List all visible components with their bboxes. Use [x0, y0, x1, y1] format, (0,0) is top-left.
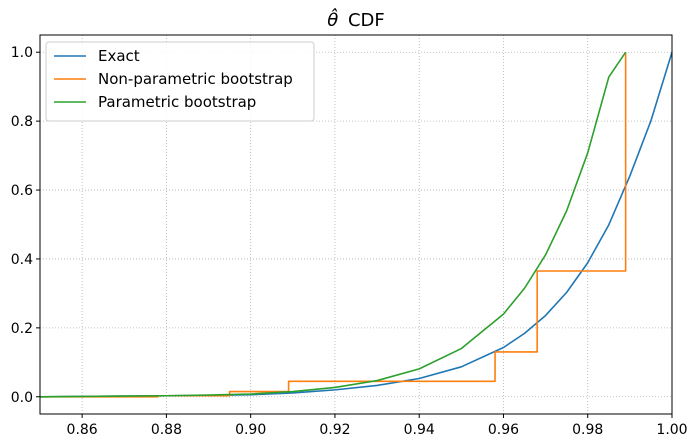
- series-line-parametric-bootstrap: [39, 51, 627, 398]
- x-tick-label: 0.98: [572, 422, 603, 438]
- x-tick-label: 0.88: [151, 422, 182, 438]
- ticks: 0.86 0.88 0.90 0.92 0.94 0.96 0.98 1.00 0.0 0.2 0.…: [11, 45, 688, 438]
- x-tick-label: 0.92: [319, 422, 350, 438]
- y-tick-label: 0.0: [11, 390, 33, 406]
- legend: Exact Non-parametric bootstrap Parametric …: [45, 41, 315, 122]
- x-tick-label: 1.00: [656, 422, 687, 438]
- legend-label: Exact: [98, 47, 140, 65]
- chart-title-symbol: θ̂: [327, 8, 338, 31]
- y-tick-label: 0.4: [11, 252, 33, 268]
- series-layer: [39, 51, 673, 398]
- y-tick-label: 0.8: [11, 114, 33, 130]
- chart-title: θ̂ CDF: [327, 8, 385, 31]
- y-tick-label: 0.2: [11, 321, 33, 337]
- legend-label: Parametric bootstrap: [98, 93, 256, 111]
- x-tick-label: 0.90: [235, 422, 266, 438]
- plot-frame: [39, 34, 673, 415]
- grid: [40, 35, 673, 414]
- x-tick-label: 0.96: [488, 422, 519, 438]
- x-tick-label: 0.94: [404, 422, 435, 438]
- y-tick-label: 0.6: [11, 183, 33, 199]
- legend-box: [45, 41, 315, 122]
- y-tick-label: 1.0: [11, 45, 33, 61]
- chart-title-text: CDF: [348, 10, 385, 31]
- x-tick-label: 0.86: [67, 422, 98, 438]
- legend-label: Non-parametric bootstrap: [98, 70, 293, 88]
